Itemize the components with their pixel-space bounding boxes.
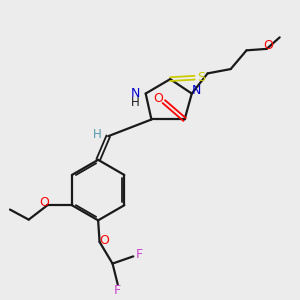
Text: H: H [131, 96, 140, 109]
Text: O: O [39, 196, 49, 209]
Text: O: O [263, 39, 273, 52]
Text: H: H [93, 128, 102, 141]
Text: O: O [99, 234, 109, 247]
Text: F: F [114, 284, 121, 297]
Text: N: N [131, 87, 140, 100]
Text: F: F [136, 248, 143, 261]
Text: N: N [191, 84, 201, 97]
Text: S: S [197, 71, 205, 84]
Text: O: O [154, 92, 164, 105]
